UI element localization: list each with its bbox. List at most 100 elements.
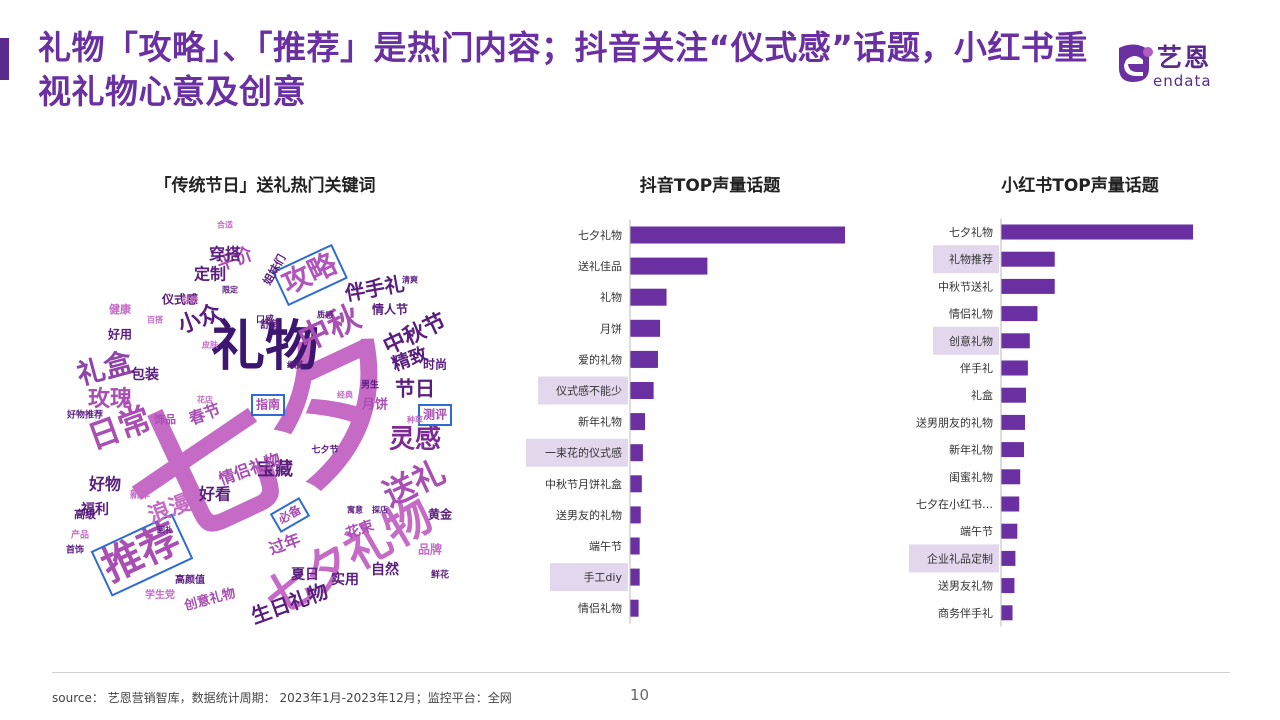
cloud-word-text: 实用 xyxy=(331,571,359,588)
cloud-word: 高级 xyxy=(74,507,97,521)
keyword-wordcloud: 七夕 礼物 七夕礼物 推荐 中秋 攻略 日常 礼盒 送礼 灵感 中秋节 伴手礼 玫瑰 浪漫 小众 生日礼物 节日… xyxy=(60,205,470,635)
bar xyxy=(1001,360,1028,376)
cloud-word-text: 材质 xyxy=(182,295,198,305)
keyword-highlight-box xyxy=(269,496,311,534)
category-label: 商务伴手礼 xyxy=(938,606,993,620)
cloud-word: 自然 xyxy=(371,561,399,578)
cloud-word-text: 情人节 xyxy=(372,302,408,317)
cloud-word: 鲜花 xyxy=(431,569,449,581)
cloud-word: 口感 xyxy=(256,314,274,326)
cloud-word: 月饼 xyxy=(361,397,388,413)
cloud-word: 学生党 xyxy=(145,588,175,601)
cloud-word-text: 月饼 xyxy=(361,397,388,413)
cloud-word: 饰品 xyxy=(154,412,176,426)
bar xyxy=(630,350,658,368)
cloud-word: 灵感 xyxy=(389,425,441,455)
bar xyxy=(630,288,667,306)
category-label: 创意礼物 xyxy=(949,334,993,348)
cloud-word: 时尚 xyxy=(423,357,447,372)
cloud-word-text: 灵感 xyxy=(389,425,441,455)
category-label: 送男友的礼物 xyxy=(556,508,622,522)
bar xyxy=(1001,442,1025,458)
cloud-word: 福利 xyxy=(80,501,109,518)
xhs-bar-chart: 七夕礼物 礼物推荐 中秋节送礼 情侣礼物 创意礼物 伴手礼 礼盒 送男朋友的礼物 新年礼物 闺蜜礼… xyxy=(900,210,1210,630)
cloud-word: 探店 xyxy=(372,505,388,515)
cloud-word: 材质 xyxy=(182,295,198,305)
category-highlight xyxy=(933,326,999,355)
bar xyxy=(630,599,639,617)
category-label: 礼物 xyxy=(600,290,622,304)
cloud-word-text: 时尚 xyxy=(423,357,447,372)
bar xyxy=(1001,387,1026,403)
cloud-word-text: 高颜值 xyxy=(175,573,205,586)
cloud-word: 宝藏 xyxy=(257,458,293,480)
cloud-word-text: 定制 xyxy=(193,265,226,284)
cloud-word: 质感 xyxy=(317,310,333,320)
bar xyxy=(1001,469,1021,485)
category-highlight xyxy=(909,544,999,573)
cloud-word-text: 首饰 xyxy=(66,544,84,556)
cloud-word-text: 花店 xyxy=(197,395,213,405)
cloud-word: 花店 xyxy=(197,395,213,405)
category-label: 新年礼物 xyxy=(949,443,993,457)
cloud-word: 好看 xyxy=(198,485,231,504)
logo-cn-text: 艺恩 xyxy=(1157,43,1212,72)
bar xyxy=(630,537,640,555)
douyin-chart-svg: 七夕礼物送礼佳品礼物月饼爱的礼物仪式感不能少新年礼物一束花的仪式感中秋节月饼礼盒… xyxy=(526,219,845,624)
cloud-word: 清爽 xyxy=(402,275,418,285)
bar xyxy=(1001,496,1020,512)
cloud-word: 回礼 xyxy=(157,525,173,535)
cloud-word-text: 包装 xyxy=(131,366,160,383)
bar xyxy=(1001,224,1193,240)
keyword-highlight-box xyxy=(272,243,348,307)
douyin-chart-title: 抖音TOP声量话题 xyxy=(639,176,781,196)
cloud-word-text: 饰品 xyxy=(154,412,176,426)
source-note: source： 艺恩营销智库，数据统计周期： 2023年1月-2023年12月；… xyxy=(52,691,512,705)
cloud-word-text: 创意礼物 xyxy=(182,585,237,614)
cloud-word: 新年 xyxy=(130,488,150,501)
cloud-word-text: 新年 xyxy=(130,488,150,501)
cloud-word-text: 好物 xyxy=(88,475,121,494)
cloud-word-text: 质感 xyxy=(317,310,333,320)
cloud-word-text: 礼物 xyxy=(211,315,319,378)
cloud-word-text: 寓意 xyxy=(347,505,363,515)
bar xyxy=(630,475,642,493)
bar xyxy=(630,382,654,399)
bar xyxy=(1001,333,1030,349)
category-label: 送礼佳品 xyxy=(578,259,622,273)
cloud-word-text: 种草 xyxy=(406,415,423,425)
page-title: 礼物「攻略」、「推荐」是热门内容；抖音关注“仪式感”话题，小红书重视礼物心意及创… xyxy=(38,28,1088,111)
bar xyxy=(1001,550,1016,566)
cloud-word: 限定 xyxy=(222,285,238,295)
bar xyxy=(1001,306,1038,322)
cloud-word-text: 测评 xyxy=(423,407,447,422)
cloud-word: 实用 xyxy=(331,571,359,588)
cloud-word-text: 黄金 xyxy=(428,507,453,522)
cloud-word: 攻略 xyxy=(272,243,348,307)
cloud-word: 高颜值 xyxy=(175,573,205,586)
cloud-word: 好用 xyxy=(107,327,132,342)
category-label: 礼物推荐 xyxy=(949,252,993,266)
cloud-word-text: 福利 xyxy=(80,501,109,518)
xhs-chart-title: 小红书TOP声量话题 xyxy=(1001,176,1159,196)
douyin-bar-chart: 七夕礼物 送礼佳品 礼物 月饼 爱的礼物 仪式感不能少 新年礼物 一束花的仪式感 中秋节月饼礼盒… xyxy=(520,210,860,630)
bar xyxy=(630,319,661,337)
footer-divider xyxy=(52,672,1230,673)
category-label: 七夕礼物 xyxy=(949,225,993,239)
cloud-word: 种草 xyxy=(406,415,423,425)
logo-en-text: endata xyxy=(1153,72,1212,90)
cloud-word: 包装 xyxy=(131,366,160,383)
cloud-word-text: 舒适 xyxy=(260,318,280,331)
cloud-word: 创意礼物 xyxy=(182,585,237,614)
cloud-word: 礼盒 xyxy=(73,345,137,392)
cloud-word-text: 细腻 xyxy=(287,360,303,370)
bar xyxy=(630,568,640,586)
bar xyxy=(1001,251,1055,267)
cloud-word-text: 宝藏 xyxy=(257,458,293,480)
category-label: 情侣礼物 xyxy=(949,307,993,321)
cloud-word-text: 产品 xyxy=(71,529,89,541)
xhs-chart-svg: 七夕礼物礼物推荐中秋节送礼情侣礼物创意礼物伴手礼礼盒送男朋友的礼物新年礼物闺蜜礼… xyxy=(909,218,1193,627)
bar xyxy=(630,257,708,275)
wordcloud-title: 「传统节日」送礼热门关键词 xyxy=(154,176,376,196)
cloud-word: 舒适 xyxy=(260,318,280,331)
